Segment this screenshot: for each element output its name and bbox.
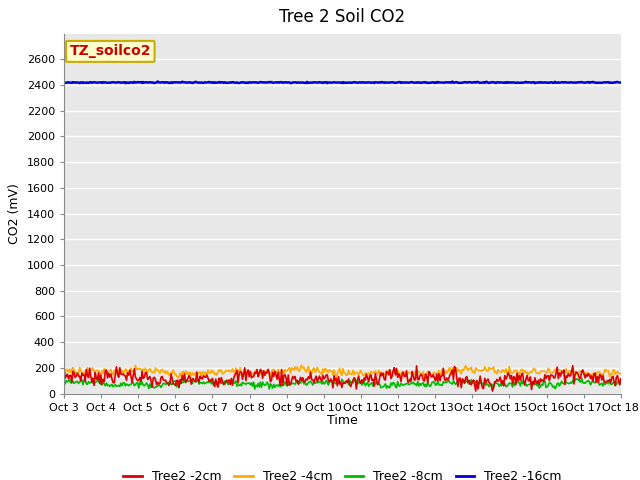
Tree2 -4cm <box>519 367 527 373</box>
Tree2 -4cm <box>617 371 625 376</box>
Line: Tree2 -4cm: Tree2 -4cm <box>64 365 621 378</box>
Tree2 -8cm <box>518 377 525 383</box>
Y-axis label: CO2 (mV): CO2 (mV) <box>8 183 21 244</box>
Tree2 -8cm <box>393 385 401 391</box>
Tree2 -16cm <box>606 80 614 86</box>
Tree2 -4cm <box>298 362 305 368</box>
Tree2 -2cm <box>362 377 369 383</box>
Legend: Tree2 -2cm, Tree2 -4cm, Tree2 -8cm, Tree2 -16cm: Tree2 -2cm, Tree2 -4cm, Tree2 -8cm, Tree… <box>118 465 567 480</box>
Tree2 -16cm <box>60 80 68 85</box>
Tree2 -8cm <box>326 378 333 384</box>
Tree2 -8cm <box>362 381 370 387</box>
Tree2 -2cm <box>472 388 479 394</box>
Tree2 -8cm <box>60 378 68 384</box>
Line: Tree2 -8cm: Tree2 -8cm <box>64 378 621 389</box>
Title: Tree 2 Soil CO2: Tree 2 Soil CO2 <box>279 9 406 26</box>
Tree2 -8cm <box>578 375 586 381</box>
Tree2 -2cm <box>392 372 399 378</box>
Tree2 -16cm <box>362 80 370 85</box>
Tree2 -16cm <box>617 80 625 85</box>
Tree2 -8cm <box>617 381 625 386</box>
Tree2 -8cm <box>606 378 614 384</box>
Tree2 -4cm <box>394 368 401 373</box>
Tree2 -2cm <box>569 363 577 369</box>
Tree2 -2cm <box>518 372 525 377</box>
Tree2 -4cm <box>327 368 335 374</box>
Tree2 -2cm <box>60 367 68 373</box>
Text: TZ_soilco2: TZ_soilco2 <box>70 44 151 59</box>
Tree2 -16cm <box>329 80 337 85</box>
Tree2 -2cm <box>617 376 625 382</box>
Tree2 -16cm <box>154 79 161 84</box>
Tree2 -2cm <box>606 377 614 383</box>
X-axis label: Time: Time <box>327 414 358 427</box>
Tree2 -4cm <box>364 371 371 376</box>
Tree2 -2cm <box>328 378 335 384</box>
Tree2 -2cm <box>324 378 332 384</box>
Tree2 -16cm <box>518 80 525 86</box>
Tree2 -4cm <box>606 374 614 380</box>
Tree2 -16cm <box>326 80 333 85</box>
Tree2 -16cm <box>531 80 539 86</box>
Tree2 -16cm <box>393 80 401 85</box>
Tree2 -8cm <box>329 380 337 385</box>
Tree2 -4cm <box>174 375 182 381</box>
Tree2 -4cm <box>330 367 338 373</box>
Tree2 -8cm <box>266 386 273 392</box>
Line: Tree2 -16cm: Tree2 -16cm <box>64 82 621 83</box>
Tree2 -4cm <box>60 364 68 370</box>
Line: Tree2 -2cm: Tree2 -2cm <box>64 366 621 391</box>
